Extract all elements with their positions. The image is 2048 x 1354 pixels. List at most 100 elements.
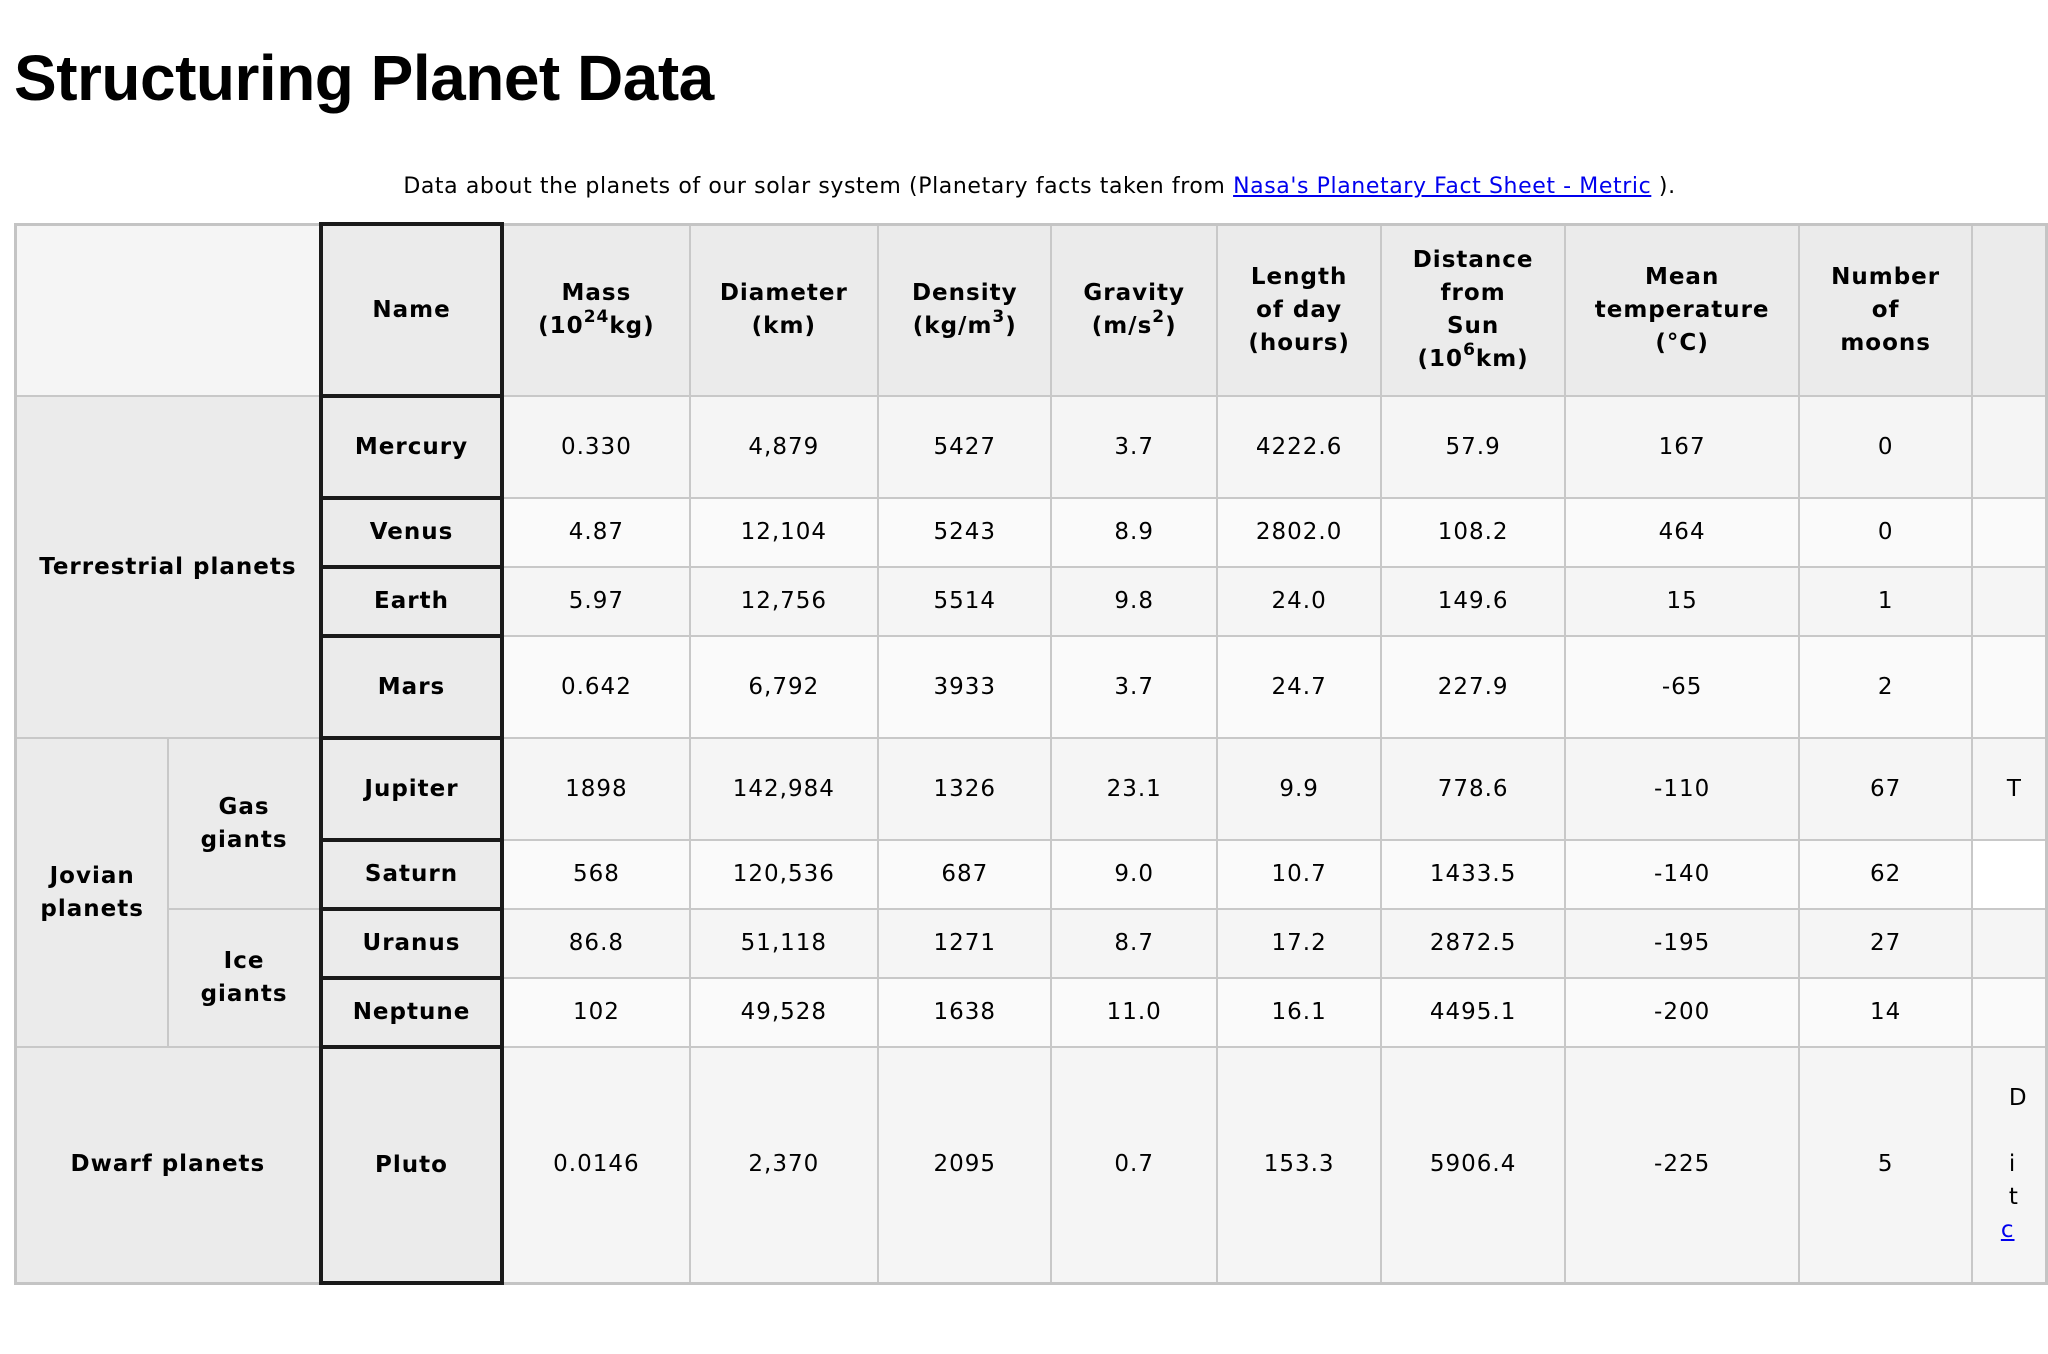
caption-prefix: Data about the planets of our solar syst… (403, 174, 1226, 199)
corner-cell (14, 223, 322, 397)
cell-mass: 86.8 (501, 908, 691, 979)
cell-gravity: 0.7 (1050, 1046, 1218, 1284)
cell-mass: 568 (501, 839, 691, 910)
cell-distance: 108.2 (1380, 497, 1566, 568)
cell-notes (1970, 908, 2048, 979)
cell-gravity: 23.1 (1050, 737, 1218, 841)
cell-mean-temperature: -110 (1563, 737, 1801, 841)
cell-mass: 102 (501, 977, 691, 1048)
cell-length-of-day: 24.7 (1215, 635, 1383, 739)
cell-gravity: 3.7 (1050, 395, 1218, 499)
table-row: Mars 0.642 6,792 3933 3.7 24.7 227.9 -65… (16, 634, 2048, 740)
planet-name: Mars (318, 634, 505, 740)
planet-name: Venus (318, 496, 505, 569)
cell-moons: 0 (1798, 497, 1973, 568)
cell-length-of-day: 2802.0 (1215, 497, 1383, 568)
table-row: Saturn 568 120,536 687 9.0 10.7 1433.5 -… (16, 838, 2048, 911)
header-row: Name Mass (1024kg) Diameter (km) Density… (14, 222, 2048, 398)
cell-diameter: 120,536 (688, 839, 880, 910)
notes-link[interactable]: c (2000, 1217, 2015, 1244)
group-jovian-planets: Jovian planets (14, 737, 170, 1048)
cell-density: 5243 (877, 497, 1053, 568)
cell-notes: D i t c (1970, 1046, 2048, 1284)
cell-distance: 4495.1 (1380, 977, 1566, 1048)
planet-name: Jupiter (318, 736, 505, 842)
nasa-fact-sheet-link[interactable]: Nasa's Planetary Fact Sheet - Metric (1233, 174, 1652, 199)
planet-name: Earth (318, 565, 505, 638)
cell-distance: 227.9 (1380, 635, 1566, 739)
cell-mass: 4.87 (501, 497, 691, 568)
cell-density: 687 (877, 839, 1053, 910)
cell-mass: 5.97 (501, 566, 691, 637)
cell-mass: 0.330 (501, 395, 691, 499)
cell-notes (1970, 839, 2048, 910)
cell-mass: 0.0146 (501, 1046, 691, 1284)
planet-name: Mercury (318, 394, 505, 500)
cell-distance: 778.6 (1380, 737, 1566, 841)
page-title: Structuring Planet Data (14, 42, 714, 114)
cell-diameter: 142,984 (688, 737, 880, 841)
cell-mass: 1898 (501, 737, 691, 841)
cell-notes (1970, 977, 2048, 1048)
cell-notes (1970, 497, 2048, 568)
cell-moons: 2 (1798, 635, 1973, 739)
table-row: Jovian planets Gas giants Jupiter 1898 1… (14, 736, 2048, 1048)
header-distance: Distance from Sun (106km) (1380, 223, 1566, 397)
cell-distance: 149.6 (1380, 566, 1566, 637)
cell-diameter: 12,104 (688, 497, 880, 568)
cell-moons: 1 (1798, 566, 1973, 637)
cell-density: 5514 (877, 566, 1053, 637)
table-row: Venus 4.87 12,104 5243 8.9 2802.0 108.2 … (16, 496, 2048, 569)
header-mean-temperature: Mean temperature (°C) (1563, 223, 1801, 397)
planet-data-table: Name Mass (1024kg) Diameter (km) Density… (14, 222, 2048, 1285)
table-row: Earth 5.97 12,756 5514 9.8 24.0 149.6 15… (16, 565, 2048, 638)
cell-mass: 0.642 (501, 635, 691, 739)
cell-mean-temperature: -195 (1563, 908, 1801, 979)
cell-moons: 14 (1798, 977, 1973, 1048)
cell-notes (1970, 566, 2048, 637)
table-row: Neptune 102 49,528 1638 11.0 16.1 4495.1… (16, 976, 2048, 1049)
cell-length-of-day: 16.1 (1215, 977, 1383, 1048)
group-dwarf-planets: Dwarf planets (14, 1046, 322, 1284)
cell-notes: T (1970, 737, 2048, 841)
cell-length-of-day: 24.0 (1215, 566, 1383, 637)
notes-fragment: t (2008, 1184, 2019, 1211)
cell-density: 3933 (877, 635, 1053, 739)
group-terrestrial-planets: Terrestrial planets (14, 395, 322, 739)
cell-gravity: 8.7 (1050, 908, 1218, 979)
cell-mean-temperature: 15 (1563, 566, 1801, 637)
cell-gravity: 9.8 (1050, 566, 1218, 637)
cell-moons: 5 (1798, 1046, 1973, 1284)
cell-distance: 5906.4 (1380, 1046, 1566, 1284)
cell-moons: 62 (1798, 839, 1973, 910)
cell-density: 2095 (877, 1046, 1053, 1284)
cell-density: 5427 (877, 395, 1053, 499)
cell-moons: 0 (1798, 395, 1973, 499)
cell-moons: 27 (1798, 908, 1973, 979)
cell-diameter: 4,879 (688, 395, 880, 499)
cell-diameter: 2,370 (688, 1046, 880, 1284)
cell-distance: 1433.5 (1380, 839, 1566, 910)
cell-diameter: 49,528 (688, 977, 880, 1048)
cell-notes (1970, 395, 2048, 499)
table-row: Terrestrial planets Mercury 0.330 4,879 … (14, 394, 2048, 739)
header-moons: Number of moons (1798, 223, 1973, 397)
cell-diameter: 12,756 (688, 566, 880, 637)
table-row: Ice giants Uranus 86.8 51,118 1271 8.7 1… (16, 907, 2048, 1048)
cell-notes (1970, 635, 2048, 739)
cell-length-of-day: 153.3 (1215, 1046, 1383, 1284)
planet-name: Neptune (318, 976, 505, 1049)
planet-name: Pluto (318, 1045, 505, 1285)
cell-distance: 57.9 (1380, 395, 1566, 499)
cell-diameter: 6,792 (688, 635, 880, 739)
cell-length-of-day: 17.2 (1215, 908, 1383, 979)
cell-gravity: 3.7 (1050, 635, 1218, 739)
cell-distance: 2872.5 (1380, 908, 1566, 979)
cell-mean-temperature: -200 (1563, 977, 1801, 1048)
header-diameter: Diameter (km) (688, 223, 880, 397)
table-row: Dwarf planets Pluto 0.0146 2,370 2095 0.… (14, 1045, 2048, 1285)
caption-suffix: ). (1658, 174, 1676, 199)
cell-mean-temperature: -140 (1563, 839, 1801, 910)
cell-gravity: 8.9 (1050, 497, 1218, 568)
cell-diameter: 51,118 (688, 908, 880, 979)
